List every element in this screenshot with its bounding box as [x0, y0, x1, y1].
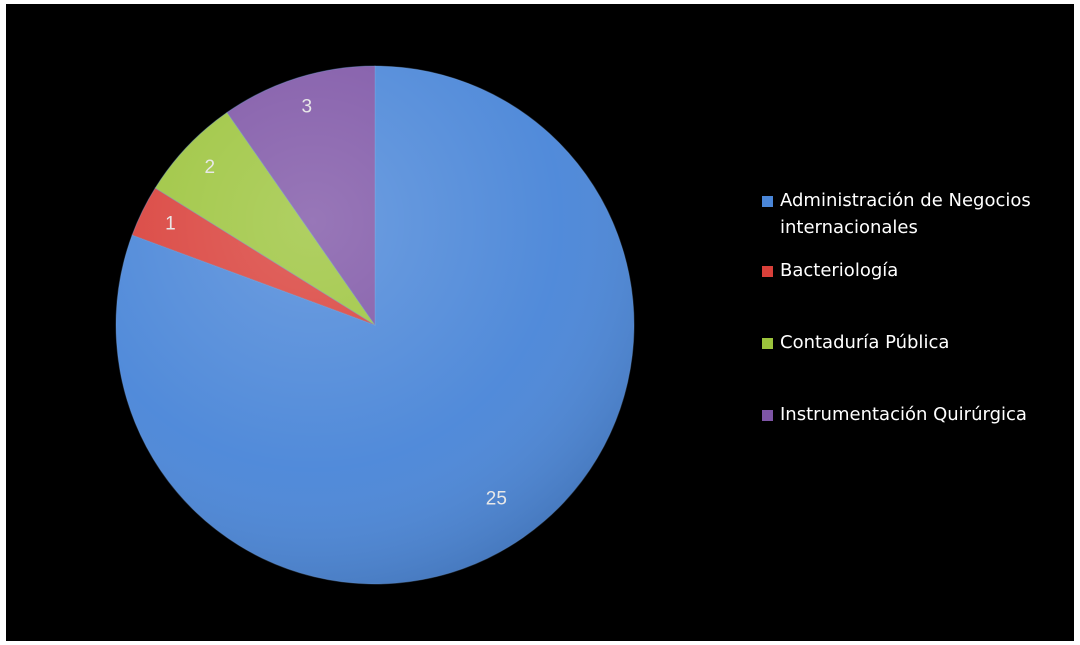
legend-swatch-instrumentacion: [762, 410, 773, 421]
legend-label-instrumentacion: Instrumentación Quirúrgica: [780, 404, 1027, 425]
data-label-bacteriologia: 1: [165, 214, 176, 235]
chart-area: 25 1 2 3 Administración de Negocios inte…: [6, 4, 1074, 641]
legend-swatch-administracion: [762, 196, 773, 207]
data-label-contaduria: 2: [205, 157, 216, 178]
legend: Administración de Negocios internacional…: [760, 187, 1070, 428]
legend-swatch-bacteriologia: [762, 266, 773, 277]
legend-label-administracion: Administración de Negocios internacional…: [780, 190, 1031, 238]
legend-item-contaduria: Contaduría Pública: [760, 329, 1070, 356]
data-label-instrumentacion: 3: [301, 97, 312, 118]
legend-label-contaduria: Contaduría Pública: [780, 332, 950, 353]
data-label-administracion: 25: [486, 488, 507, 509]
legend-item-bacteriologia: Bacteriología: [760, 257, 1070, 284]
legend-swatch-contaduria: [762, 338, 773, 349]
legend-item-administracion: Administración de Negocios internacional…: [760, 187, 1070, 241]
legend-label-bacteriologia: Bacteriología: [780, 260, 899, 281]
legend-item-instrumentacion: Instrumentación Quirúrgica: [760, 401, 1070, 428]
